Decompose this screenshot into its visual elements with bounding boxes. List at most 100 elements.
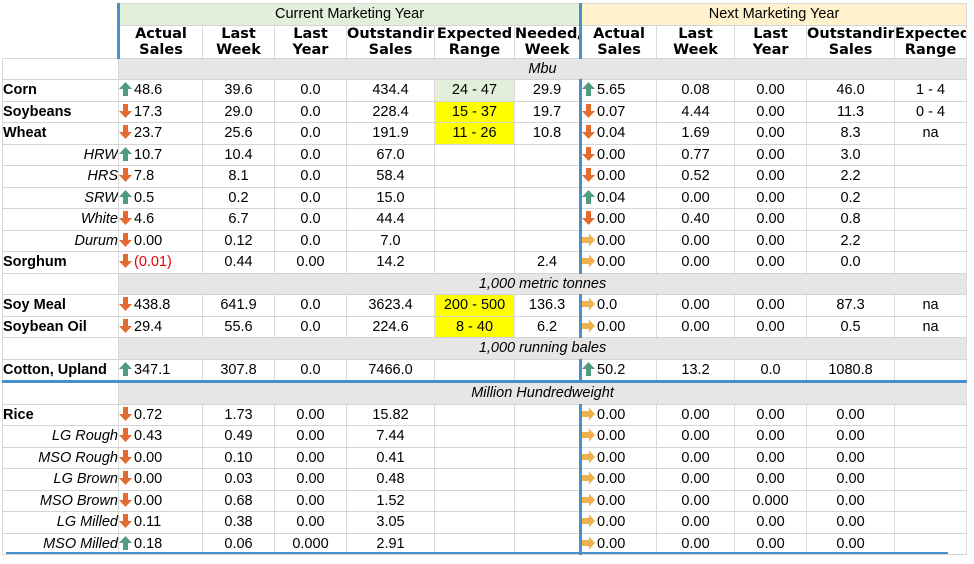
current-outstanding-sales: 228.4 <box>346 100 435 123</box>
current-outstanding-sales: 44.4 <box>346 208 435 231</box>
current-last-year: 0.00 <box>274 403 347 426</box>
current-actual-value: (0.01) <box>134 254 172 271</box>
current-needed-per-week <box>513 143 582 166</box>
current-last-year: 0.000 <box>274 532 347 555</box>
current-expected-range <box>434 251 515 274</box>
current-outstanding-sales: 0.48 <box>346 468 435 491</box>
next-actual-value: 0.00 <box>597 211 626 228</box>
commodity-row: White 4.6 6.7 0.0 44.4 0.00 0.40 0.00 0.8 <box>2 208 968 231</box>
current-needed-per-week <box>513 511 582 534</box>
current-needed-per-week: 136.3 <box>513 294 582 317</box>
current-actual-sales: 0.72 <box>118 403 203 426</box>
next-last-week: 4.44 <box>656 100 736 123</box>
export-sales-table-container: Current Marketing Year Next Marketing Yea… <box>2 3 968 555</box>
current-expected-range: 24 - 47 <box>434 79 515 102</box>
column-header-next-1: Last Week <box>656 24 736 59</box>
current-last-week: 0.10 <box>202 446 275 469</box>
current-last-week: 0.06 <box>202 532 275 555</box>
current-last-week: 29.0 <box>202 100 275 123</box>
commodity-name: MSO Brown <box>2 489 119 512</box>
arrow-right-icon <box>583 428 596 442</box>
next-outstanding-sales: 0.00 <box>806 489 896 512</box>
next-last-week: 0.52 <box>656 165 736 188</box>
column-header-next-4: Expected Range <box>894 24 968 59</box>
current-last-year: 0.00 <box>274 251 347 274</box>
next-actual-sales: 0.00 <box>579 425 658 448</box>
commodity-name: LG Brown <box>2 468 119 491</box>
column-header-next-3: OutstandingSales <box>806 24 896 59</box>
current-last-week: 0.38 <box>202 511 275 534</box>
next-actual-value: 0.00 <box>597 492 626 509</box>
commodity-row: Cotton, Upland 347.1 307.8 0.0 7466.0 50.2 13.… <box>2 358 968 382</box>
next-actual-value: 0.07 <box>597 103 626 120</box>
next-last-year: 0.00 <box>734 403 808 426</box>
unit-row-label-cell <box>2 380 119 405</box>
next-actual-sales: 0.00 <box>579 143 658 166</box>
unit-row-label-cell <box>2 57 119 80</box>
next-actual-sales: 0.00 <box>579 251 658 274</box>
current-actual-sales: 438.8 <box>118 294 203 317</box>
next-last-year: 0.00 <box>734 294 808 317</box>
current-last-week: 641.9 <box>202 294 275 317</box>
arrow-right-icon <box>583 254 596 268</box>
current-last-year: 0.0 <box>274 122 347 145</box>
next-expected-range: na <box>894 294 968 317</box>
next-actual-sales: 0.00 <box>579 315 658 338</box>
current-expected-range <box>434 468 515 491</box>
next-actual-sales: 0.00 <box>579 489 658 512</box>
next-actual-value: 50.2 <box>597 361 626 378</box>
commodity-name: Rice <box>2 403 119 426</box>
arrow-down-icon <box>583 146 596 161</box>
current-last-week: 0.44 <box>202 251 275 274</box>
arrow-up-icon <box>583 189 596 204</box>
commodity-name: MSO Milled <box>2 532 119 555</box>
current-needed-per-week <box>513 358 582 382</box>
next-outstanding-sales: 11.3 <box>806 100 896 123</box>
commodity-row: LG Milled 0.11 0.38 0.00 3.05 0.00 0.00 0.00 0.0… <box>2 511 968 534</box>
unit-row-label-cell <box>2 337 119 360</box>
next-expected-range <box>894 165 968 188</box>
column-header-line2: Week <box>673 41 718 58</box>
commodity-name: Corn <box>2 79 119 102</box>
arrow-down-icon <box>583 211 596 226</box>
current-actual-value: 7.8 <box>134 168 155 185</box>
current-last-year: 0.0 <box>274 208 347 231</box>
current-last-year: 0.0 <box>274 358 347 382</box>
current-actual-sales: 0.00 <box>118 489 203 512</box>
current-last-year: 0.0 <box>274 294 347 317</box>
current-needed-per-week <box>513 489 582 512</box>
current-outstanding-sales: 2.91 <box>346 532 435 555</box>
current-actual-value: 48.6 <box>134 82 163 99</box>
current-last-week: 6.7 <box>202 208 275 231</box>
next-actual-value: 0.00 <box>597 449 626 466</box>
next-expected-range: na <box>894 122 968 145</box>
current-actual-value: 0.43 <box>134 428 163 445</box>
next-last-week: 0.00 <box>656 532 736 555</box>
commodity-name: LG Milled <box>2 511 119 534</box>
unit-label: Mbu <box>117 57 968 80</box>
arrow-down-icon <box>119 297 132 312</box>
column-header-next-2: Last Year <box>734 24 808 59</box>
current-actual-sales: 347.1 <box>118 358 203 382</box>
commodity-name: Sorghum <box>2 251 119 274</box>
current-last-year: 0.0 <box>274 143 347 166</box>
column-header-row: ActualSalesLastWeekLastYearOutstandingSa… <box>3 24 968 59</box>
next-actual-value: 0.00 <box>597 428 626 445</box>
unit-label: 1,000 metric tonnes <box>117 272 968 295</box>
current-actual-value: 29.4 <box>134 318 163 335</box>
current-needed-per-week <box>513 186 582 209</box>
current-last-year: 0.00 <box>274 468 347 491</box>
arrow-down-icon <box>119 168 132 183</box>
next-last-year: 0.00 <box>734 532 808 555</box>
current-actual-value: 0.18 <box>134 535 163 552</box>
current-needed-per-week <box>513 403 582 426</box>
next-outstanding-sales: 0.00 <box>806 511 896 534</box>
arrow-right-icon <box>583 536 596 550</box>
column-header-current-5: Needed/Week <box>513 24 582 59</box>
next-last-year: 0.000 <box>734 489 808 512</box>
next-expected-range <box>894 403 968 426</box>
commodity-name: Cotton, Upland <box>2 358 119 382</box>
current-needed-per-week <box>513 229 582 252</box>
commodity-name: Wheat <box>2 122 119 145</box>
unit-row: Mbu <box>2 57 968 80</box>
